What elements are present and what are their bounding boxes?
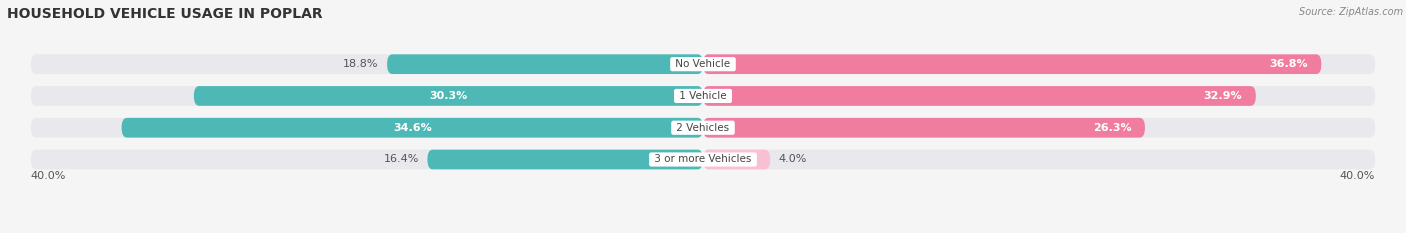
Text: 16.4%: 16.4% xyxy=(384,154,419,164)
FancyBboxPatch shape xyxy=(703,150,770,169)
Text: 1 Vehicle: 1 Vehicle xyxy=(676,91,730,101)
FancyBboxPatch shape xyxy=(703,118,1144,137)
FancyBboxPatch shape xyxy=(194,86,703,106)
Text: 40.0%: 40.0% xyxy=(31,171,66,181)
Text: No Vehicle: No Vehicle xyxy=(672,59,734,69)
Text: 36.8%: 36.8% xyxy=(1270,59,1308,69)
Text: 3 or more Vehicles: 3 or more Vehicles xyxy=(651,154,755,164)
Text: 4.0%: 4.0% xyxy=(779,154,807,164)
Text: 18.8%: 18.8% xyxy=(343,59,378,69)
FancyBboxPatch shape xyxy=(703,86,1256,106)
FancyBboxPatch shape xyxy=(31,118,703,137)
FancyBboxPatch shape xyxy=(703,118,1375,137)
Text: 2 Vehicles: 2 Vehicles xyxy=(673,123,733,133)
FancyBboxPatch shape xyxy=(703,54,1375,74)
Text: HOUSEHOLD VEHICLE USAGE IN POPLAR: HOUSEHOLD VEHICLE USAGE IN POPLAR xyxy=(7,7,322,21)
FancyBboxPatch shape xyxy=(31,150,703,169)
Text: 32.9%: 32.9% xyxy=(1204,91,1243,101)
FancyBboxPatch shape xyxy=(121,118,703,137)
FancyBboxPatch shape xyxy=(387,54,703,74)
FancyBboxPatch shape xyxy=(31,86,703,106)
Text: 26.3%: 26.3% xyxy=(1092,123,1132,133)
FancyBboxPatch shape xyxy=(31,54,703,74)
Text: Source: ZipAtlas.com: Source: ZipAtlas.com xyxy=(1299,7,1403,17)
FancyBboxPatch shape xyxy=(703,54,1322,74)
FancyBboxPatch shape xyxy=(703,86,1375,106)
FancyBboxPatch shape xyxy=(703,150,1375,169)
Text: 34.6%: 34.6% xyxy=(392,123,432,133)
Text: 30.3%: 30.3% xyxy=(429,91,468,101)
FancyBboxPatch shape xyxy=(427,150,703,169)
Text: 40.0%: 40.0% xyxy=(1340,171,1375,181)
